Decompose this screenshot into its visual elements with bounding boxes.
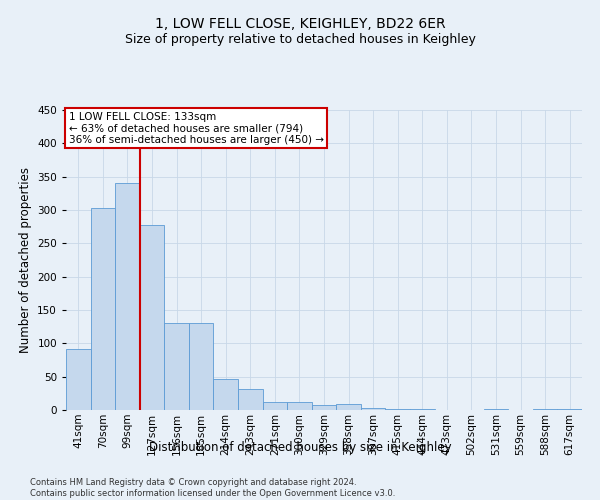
Bar <box>115 182 140 410</box>
Text: Distribution of detached houses by size in Keighley: Distribution of detached houses by size … <box>149 441 451 454</box>
Bar <box>238 390 263 410</box>
Bar <box>312 404 336 410</box>
Bar <box>287 402 312 410</box>
Text: 1 LOW FELL CLOSE: 133sqm
← 63% of detached houses are smaller (794)
36% of semi-: 1 LOW FELL CLOSE: 133sqm ← 63% of detach… <box>68 112 323 144</box>
Y-axis label: Number of detached properties: Number of detached properties <box>19 167 32 353</box>
Text: Size of property relative to detached houses in Keighley: Size of property relative to detached ho… <box>125 32 475 46</box>
Bar <box>189 322 214 410</box>
Bar <box>164 322 189 410</box>
Text: Contains HM Land Registry data © Crown copyright and database right 2024.
Contai: Contains HM Land Registry data © Crown c… <box>30 478 395 498</box>
Bar <box>66 350 91 410</box>
Bar <box>91 208 115 410</box>
Bar <box>361 408 385 410</box>
Bar <box>336 404 361 410</box>
Bar <box>263 402 287 410</box>
Text: 1, LOW FELL CLOSE, KEIGHLEY, BD22 6ER: 1, LOW FELL CLOSE, KEIGHLEY, BD22 6ER <box>155 18 445 32</box>
Bar <box>140 224 164 410</box>
Bar <box>214 380 238 410</box>
